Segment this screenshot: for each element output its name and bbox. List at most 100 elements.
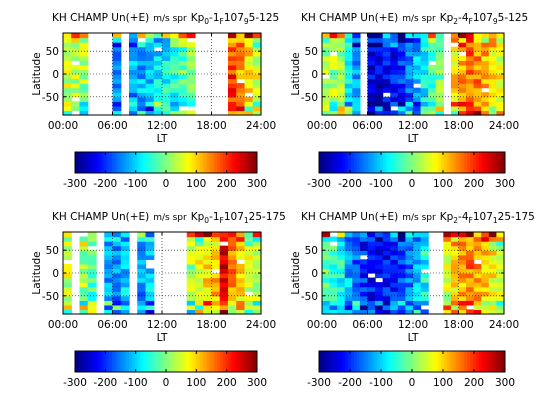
heatmap-cell xyxy=(79,78,89,84)
heatmap-cell xyxy=(413,92,422,98)
heatmap-cell xyxy=(435,51,444,57)
heatmap-cell xyxy=(382,282,391,288)
heatmap-cell xyxy=(352,46,361,52)
heatmap-cell xyxy=(112,46,122,52)
heatmap-cell xyxy=(63,87,72,93)
colorbar-swatch xyxy=(443,351,448,372)
heatmap-cell xyxy=(390,259,399,265)
heatmap-cell xyxy=(178,69,188,75)
heatmap-cell xyxy=(405,87,414,93)
heatmap-cell xyxy=(397,51,407,57)
heatmap-cell xyxy=(322,101,331,107)
heatmap-cell xyxy=(236,268,246,274)
heatmap-cell xyxy=(236,295,246,301)
heatmap-cell xyxy=(443,245,452,251)
colorbar-swatch xyxy=(200,351,204,372)
heatmap-cell xyxy=(236,286,246,292)
colorbar-swatch xyxy=(377,351,381,372)
heatmap-cell xyxy=(481,110,490,116)
heatmap-cell xyxy=(367,55,376,61)
heatmap-cell xyxy=(405,101,414,107)
heatmap-cell xyxy=(375,309,384,315)
colorbar-swatch xyxy=(496,351,500,372)
colorbar-swatch xyxy=(327,152,332,173)
colorbar-swatch xyxy=(166,351,170,372)
heatmap-cell xyxy=(466,64,475,71)
colorbar-swatch xyxy=(245,152,249,173)
heatmap-cell xyxy=(428,42,437,48)
colorbar-swatch xyxy=(426,152,430,173)
heatmap-cell xyxy=(104,245,114,251)
colorbar-swatch xyxy=(371,152,375,173)
heatmap-cell xyxy=(228,254,237,260)
heatmap-cell xyxy=(63,105,72,112)
heatmap-cell xyxy=(443,263,452,270)
heatmap-cell xyxy=(458,42,467,48)
heatmap-cell xyxy=(443,304,452,311)
heatmap-cell xyxy=(104,232,114,238)
heatmap-cell xyxy=(458,282,467,288)
heatmap-cell xyxy=(405,286,414,292)
heatmap-cell xyxy=(359,286,369,292)
heatmap-cell xyxy=(112,55,122,61)
heatmap-cell xyxy=(195,309,204,315)
heatmap-cell xyxy=(137,96,147,102)
heatmap-cell xyxy=(203,245,213,251)
heatmap-cell xyxy=(390,250,399,256)
heatmap-cell xyxy=(112,74,122,80)
heatmap-cell xyxy=(186,87,196,93)
heatmap-cell xyxy=(337,241,346,247)
heatmap-cell xyxy=(344,78,353,84)
heatmap-cell xyxy=(112,51,122,57)
heatmap-cell xyxy=(170,105,180,112)
heatmap-cell xyxy=(450,254,460,260)
heatmap-cell xyxy=(428,78,437,84)
heatmap-cell xyxy=(367,295,376,301)
heatmap-cell xyxy=(211,291,221,297)
heatmap-cell xyxy=(367,64,376,71)
heatmap-cell xyxy=(153,105,163,112)
heatmap-cell xyxy=(450,236,460,242)
heatmap-cell xyxy=(228,46,237,52)
heatmap-cell xyxy=(450,33,460,39)
heatmap-cell xyxy=(488,60,498,66)
heatmap-cell xyxy=(352,273,361,279)
heatmap-cell xyxy=(450,268,460,274)
heatmap-cell xyxy=(466,37,475,43)
heatmap-cell xyxy=(458,87,467,93)
heatmap-cell xyxy=(329,101,338,107)
heatmap-cell xyxy=(145,42,155,48)
heatmap-cell xyxy=(170,42,180,48)
heatmap-cell xyxy=(344,245,353,251)
panel-top-right: KH CHAMP Un(+E) m/s spr Kp2-4F10795-125 00… xyxy=(290,12,528,190)
heatmap-cell xyxy=(458,286,467,292)
panel-bottom-right: KH CHAMP Un(+E) m/s spr Kp2-4F107125-175 0… xyxy=(290,211,535,389)
heatmap-cell xyxy=(337,51,346,57)
heatmap-cell xyxy=(244,277,254,283)
colorbar-swatch xyxy=(154,351,158,372)
heatmap-cell xyxy=(397,101,407,107)
heatmap-cell xyxy=(450,295,460,301)
heatmap-cell xyxy=(375,110,384,116)
heatmap-cell xyxy=(466,60,475,66)
heatmap-cell xyxy=(481,304,490,311)
colorbar-swatch xyxy=(146,351,150,372)
heatmap-cell xyxy=(420,74,429,80)
heatmap-cell xyxy=(458,110,467,116)
colorbar-swatch xyxy=(80,152,85,173)
heatmap-cell xyxy=(228,42,237,48)
colorbar-swatch xyxy=(420,152,425,173)
heatmap-cell xyxy=(120,254,130,260)
colorbar-swatch xyxy=(117,152,121,173)
heatmap-cell xyxy=(153,83,163,89)
heatmap-cell xyxy=(329,300,338,306)
heatmap-cell xyxy=(382,74,391,80)
heatmap-cell xyxy=(466,250,475,256)
heatmap-cell xyxy=(145,78,155,84)
heatmap-cell xyxy=(236,69,246,75)
heatmap-cell xyxy=(413,33,422,39)
heatmap-cell xyxy=(337,286,346,292)
heatmap-cell xyxy=(228,87,237,93)
heatmap-cell xyxy=(137,83,147,89)
